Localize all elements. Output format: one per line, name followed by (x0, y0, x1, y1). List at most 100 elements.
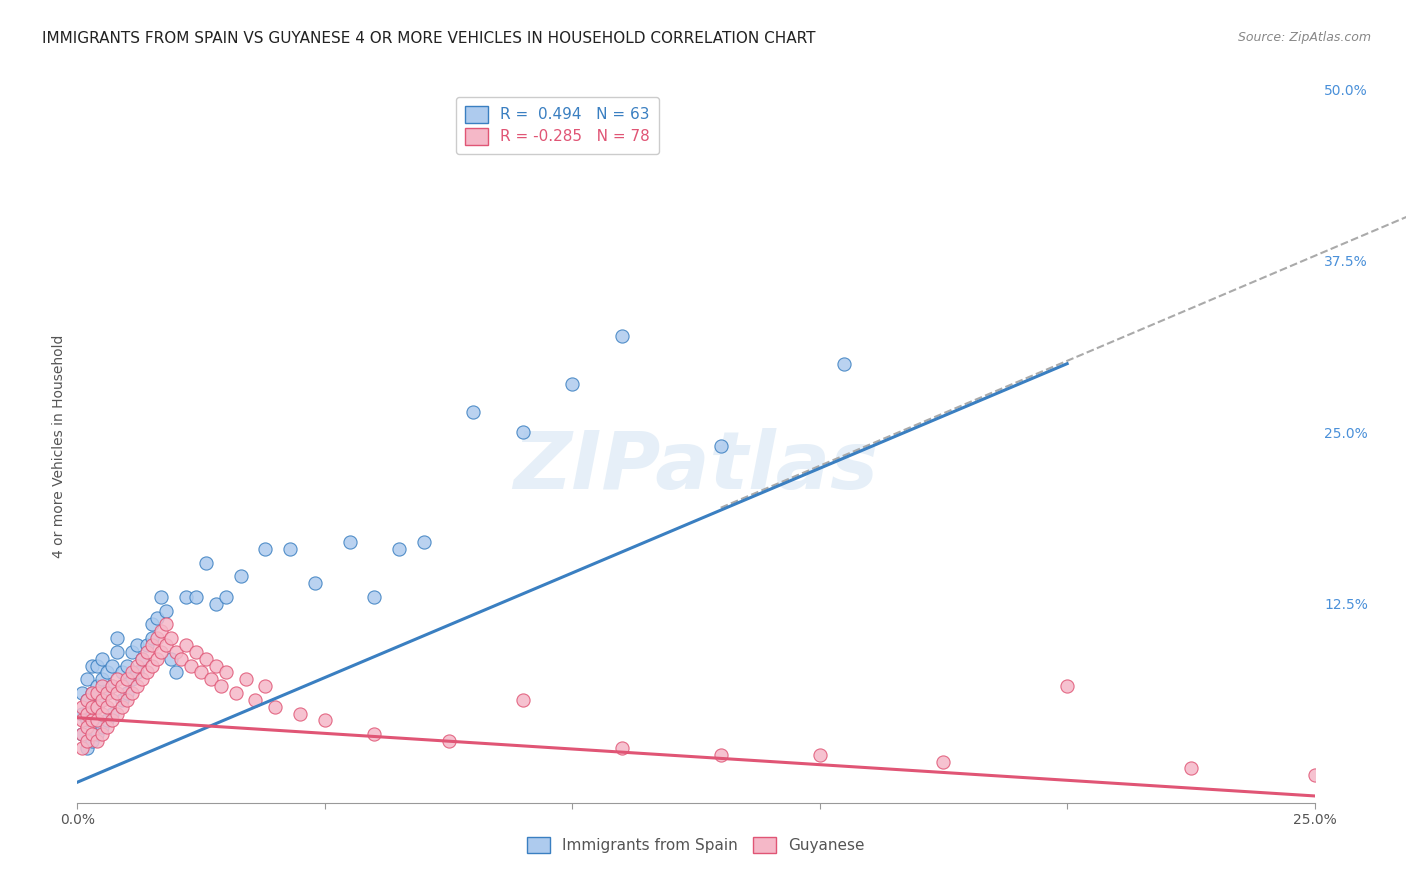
Point (205, 597, 228, 611)
Point (264, 699, 287, 714)
Point (339, 535, 361, 549)
Point (115, 686, 138, 700)
Point (76, 693, 98, 707)
Point (808, 747, 831, 762)
Point (72, 686, 94, 700)
Point (96, 686, 118, 700)
Point (82, 714, 104, 728)
Point (96, 686, 118, 700)
Point (145, 610, 167, 624)
Point (101, 679, 124, 693)
Point (135, 665, 157, 680)
Point (304, 576, 326, 591)
Point (141, 631, 163, 645)
Point (512, 425, 534, 440)
Point (150, 624, 173, 639)
Point (86, 686, 108, 700)
Point (76, 740, 98, 755)
Point (150, 645, 173, 659)
Point (135, 645, 157, 659)
Point (184, 645, 207, 659)
Y-axis label: 4 or more Vehicles in Household: 4 or more Vehicles in Household (52, 334, 66, 558)
Point (174, 590, 197, 604)
Point (86, 679, 108, 693)
Point (145, 651, 167, 665)
Point (96, 714, 118, 728)
Point (125, 638, 148, 652)
Point (205, 658, 228, 673)
Point (125, 658, 148, 673)
Point (121, 686, 143, 700)
Point (165, 645, 187, 659)
Point (72, 727, 94, 741)
Point (610, 740, 633, 755)
Point (86, 714, 108, 728)
Point (111, 693, 134, 707)
Point (135, 638, 157, 652)
Point (72, 740, 94, 755)
Point (288, 706, 311, 721)
Point (155, 617, 177, 632)
Point (610, 329, 633, 343)
Point (91, 706, 114, 721)
Point (195, 651, 218, 665)
Point (96, 699, 118, 714)
Point (412, 535, 434, 549)
Point (111, 665, 134, 680)
Point (72, 699, 94, 714)
Point (76, 720, 98, 734)
Point (710, 747, 733, 762)
Point (1056, 679, 1078, 693)
Point (111, 699, 134, 714)
Point (96, 665, 118, 680)
Text: IMMIGRANTS FROM SPAIN VS GUYANESE 4 OR MORE VEHICLES IN HOUSEHOLD CORRELATION CH: IMMIGRANTS FROM SPAIN VS GUYANESE 4 OR M… (42, 31, 815, 46)
Point (76, 706, 98, 721)
Point (131, 673, 153, 687)
Point (1303, 768, 1326, 782)
Point (82, 686, 104, 700)
Point (209, 679, 232, 693)
Point (91, 693, 114, 707)
Point (314, 714, 336, 728)
Point (235, 673, 257, 687)
Point (101, 706, 124, 721)
Point (215, 590, 238, 604)
Point (363, 727, 385, 741)
Point (150, 590, 173, 604)
Point (115, 673, 138, 687)
Point (105, 631, 128, 645)
Point (463, 405, 485, 419)
Point (91, 679, 114, 693)
Point (1180, 762, 1202, 776)
Point (160, 651, 183, 665)
Point (115, 658, 138, 673)
Point (141, 617, 163, 632)
Point (105, 673, 128, 687)
Point (76, 714, 98, 728)
Text: ZIPatlas: ZIPatlas (513, 428, 879, 507)
Point (160, 631, 183, 645)
Point (437, 734, 460, 748)
Point (141, 638, 163, 652)
Point (76, 693, 98, 707)
Point (932, 755, 955, 769)
Legend: Immigrants from Spain, Guyanese: Immigrants from Spain, Guyanese (522, 831, 870, 859)
Point (121, 673, 143, 687)
Point (388, 541, 411, 556)
Point (91, 693, 114, 707)
Point (101, 679, 124, 693)
Point (76, 673, 98, 687)
Point (125, 665, 148, 680)
Point (141, 658, 163, 673)
Point (229, 569, 252, 583)
Point (190, 665, 212, 680)
Point (86, 699, 108, 714)
Point (200, 673, 222, 687)
Point (82, 706, 104, 721)
Point (245, 693, 267, 707)
Point (254, 679, 277, 693)
Point (72, 714, 94, 728)
Point (115, 693, 138, 707)
Point (710, 439, 733, 453)
Point (180, 658, 202, 673)
